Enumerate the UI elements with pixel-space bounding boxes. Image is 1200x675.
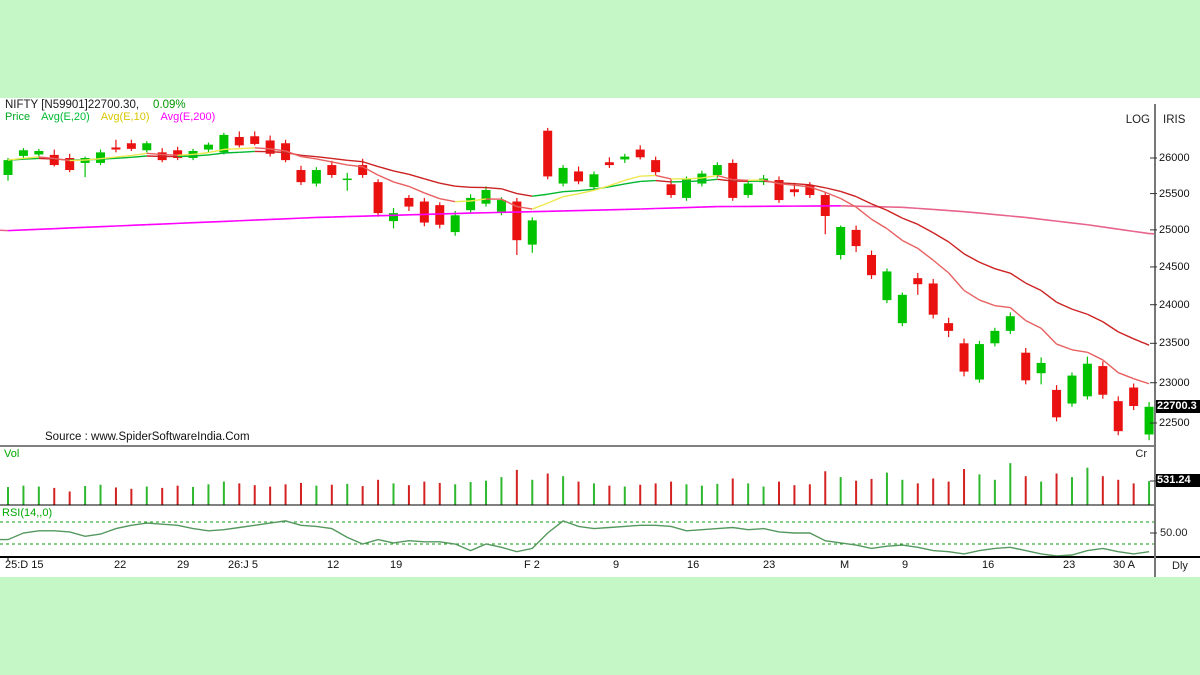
price-tick-label: 23500	[1159, 337, 1190, 349]
x-axis-label: 22	[114, 559, 127, 571]
x-axis-label: 30 A	[1113, 559, 1136, 571]
indicator-label: Avg(E,20)	[41, 111, 90, 123]
source-attribution: Source : www.SpiderSoftwareIndia.Com	[45, 431, 250, 443]
periodicity-label: Dly	[1172, 560, 1188, 572]
rsi-panel-label: RSI(14,,0)	[2, 507, 53, 519]
chart-title: NIFTY [N59901]22700.30, 0.09%	[5, 99, 186, 111]
x-axis-label: 19	[390, 559, 403, 571]
app-name-label: IRIS	[1163, 114, 1186, 126]
price-tick-label: 25500	[1159, 188, 1190, 200]
volume-panel-label: Vol	[4, 448, 20, 460]
ema200-line	[0, 205, 1156, 235]
indicator-legend: Price Avg(E,20) Avg(E,10) Avg(E,200)	[5, 111, 226, 123]
x-axis-label: 16	[687, 559, 700, 571]
x-axis-label: 12	[327, 559, 340, 571]
x-axis-label: 16	[982, 559, 995, 571]
x-axis-label: M	[840, 559, 850, 571]
change-percent: 0.09%	[153, 99, 186, 111]
candlesticks	[3, 127, 1154, 441]
price-tick-label: 24500	[1159, 261, 1190, 273]
x-axis-label: 25:D 15	[5, 559, 44, 571]
price-tick-label: 23000	[1159, 377, 1190, 389]
scale-mode-label: LOG	[1125, 114, 1150, 126]
ema10-line	[7, 147, 1150, 385]
x-axis-label: 29	[177, 559, 190, 571]
rsi-line	[0, 520, 1150, 557]
price-tick-label: 22500	[1159, 417, 1190, 429]
symbol-title: NIFTY [N59901]22700.30,	[5, 99, 140, 111]
volume-unit-label: Cr	[1135, 448, 1147, 460]
x-axis-label: 23	[763, 559, 776, 571]
x-axis-label: F 2	[524, 559, 540, 571]
last-volume-badge: 531.24	[1156, 474, 1200, 487]
chart-window	[0, 98, 1200, 577]
last-price-badge: 22700.3	[1156, 400, 1200, 413]
x-axis-label: 9	[902, 559, 909, 571]
x-axis-label: 23	[1063, 559, 1076, 571]
indicator-label: Avg(E,200)	[160, 111, 216, 123]
volume-bars	[7, 463, 1151, 505]
x-axis-label: 9	[613, 559, 620, 571]
price-tick-label: 24000	[1159, 299, 1190, 311]
price-tick-label: 26000	[1159, 152, 1190, 164]
indicator-label: Price	[5, 111, 31, 123]
indicator-label: Avg(E,10)	[100, 111, 150, 123]
price-tick-label: 25000	[1159, 224, 1190, 236]
rsi-axis-value: 50.00	[1160, 527, 1188, 539]
ema20-line	[7, 150, 1150, 346]
x-axis-label: 26:J 5	[228, 559, 258, 571]
